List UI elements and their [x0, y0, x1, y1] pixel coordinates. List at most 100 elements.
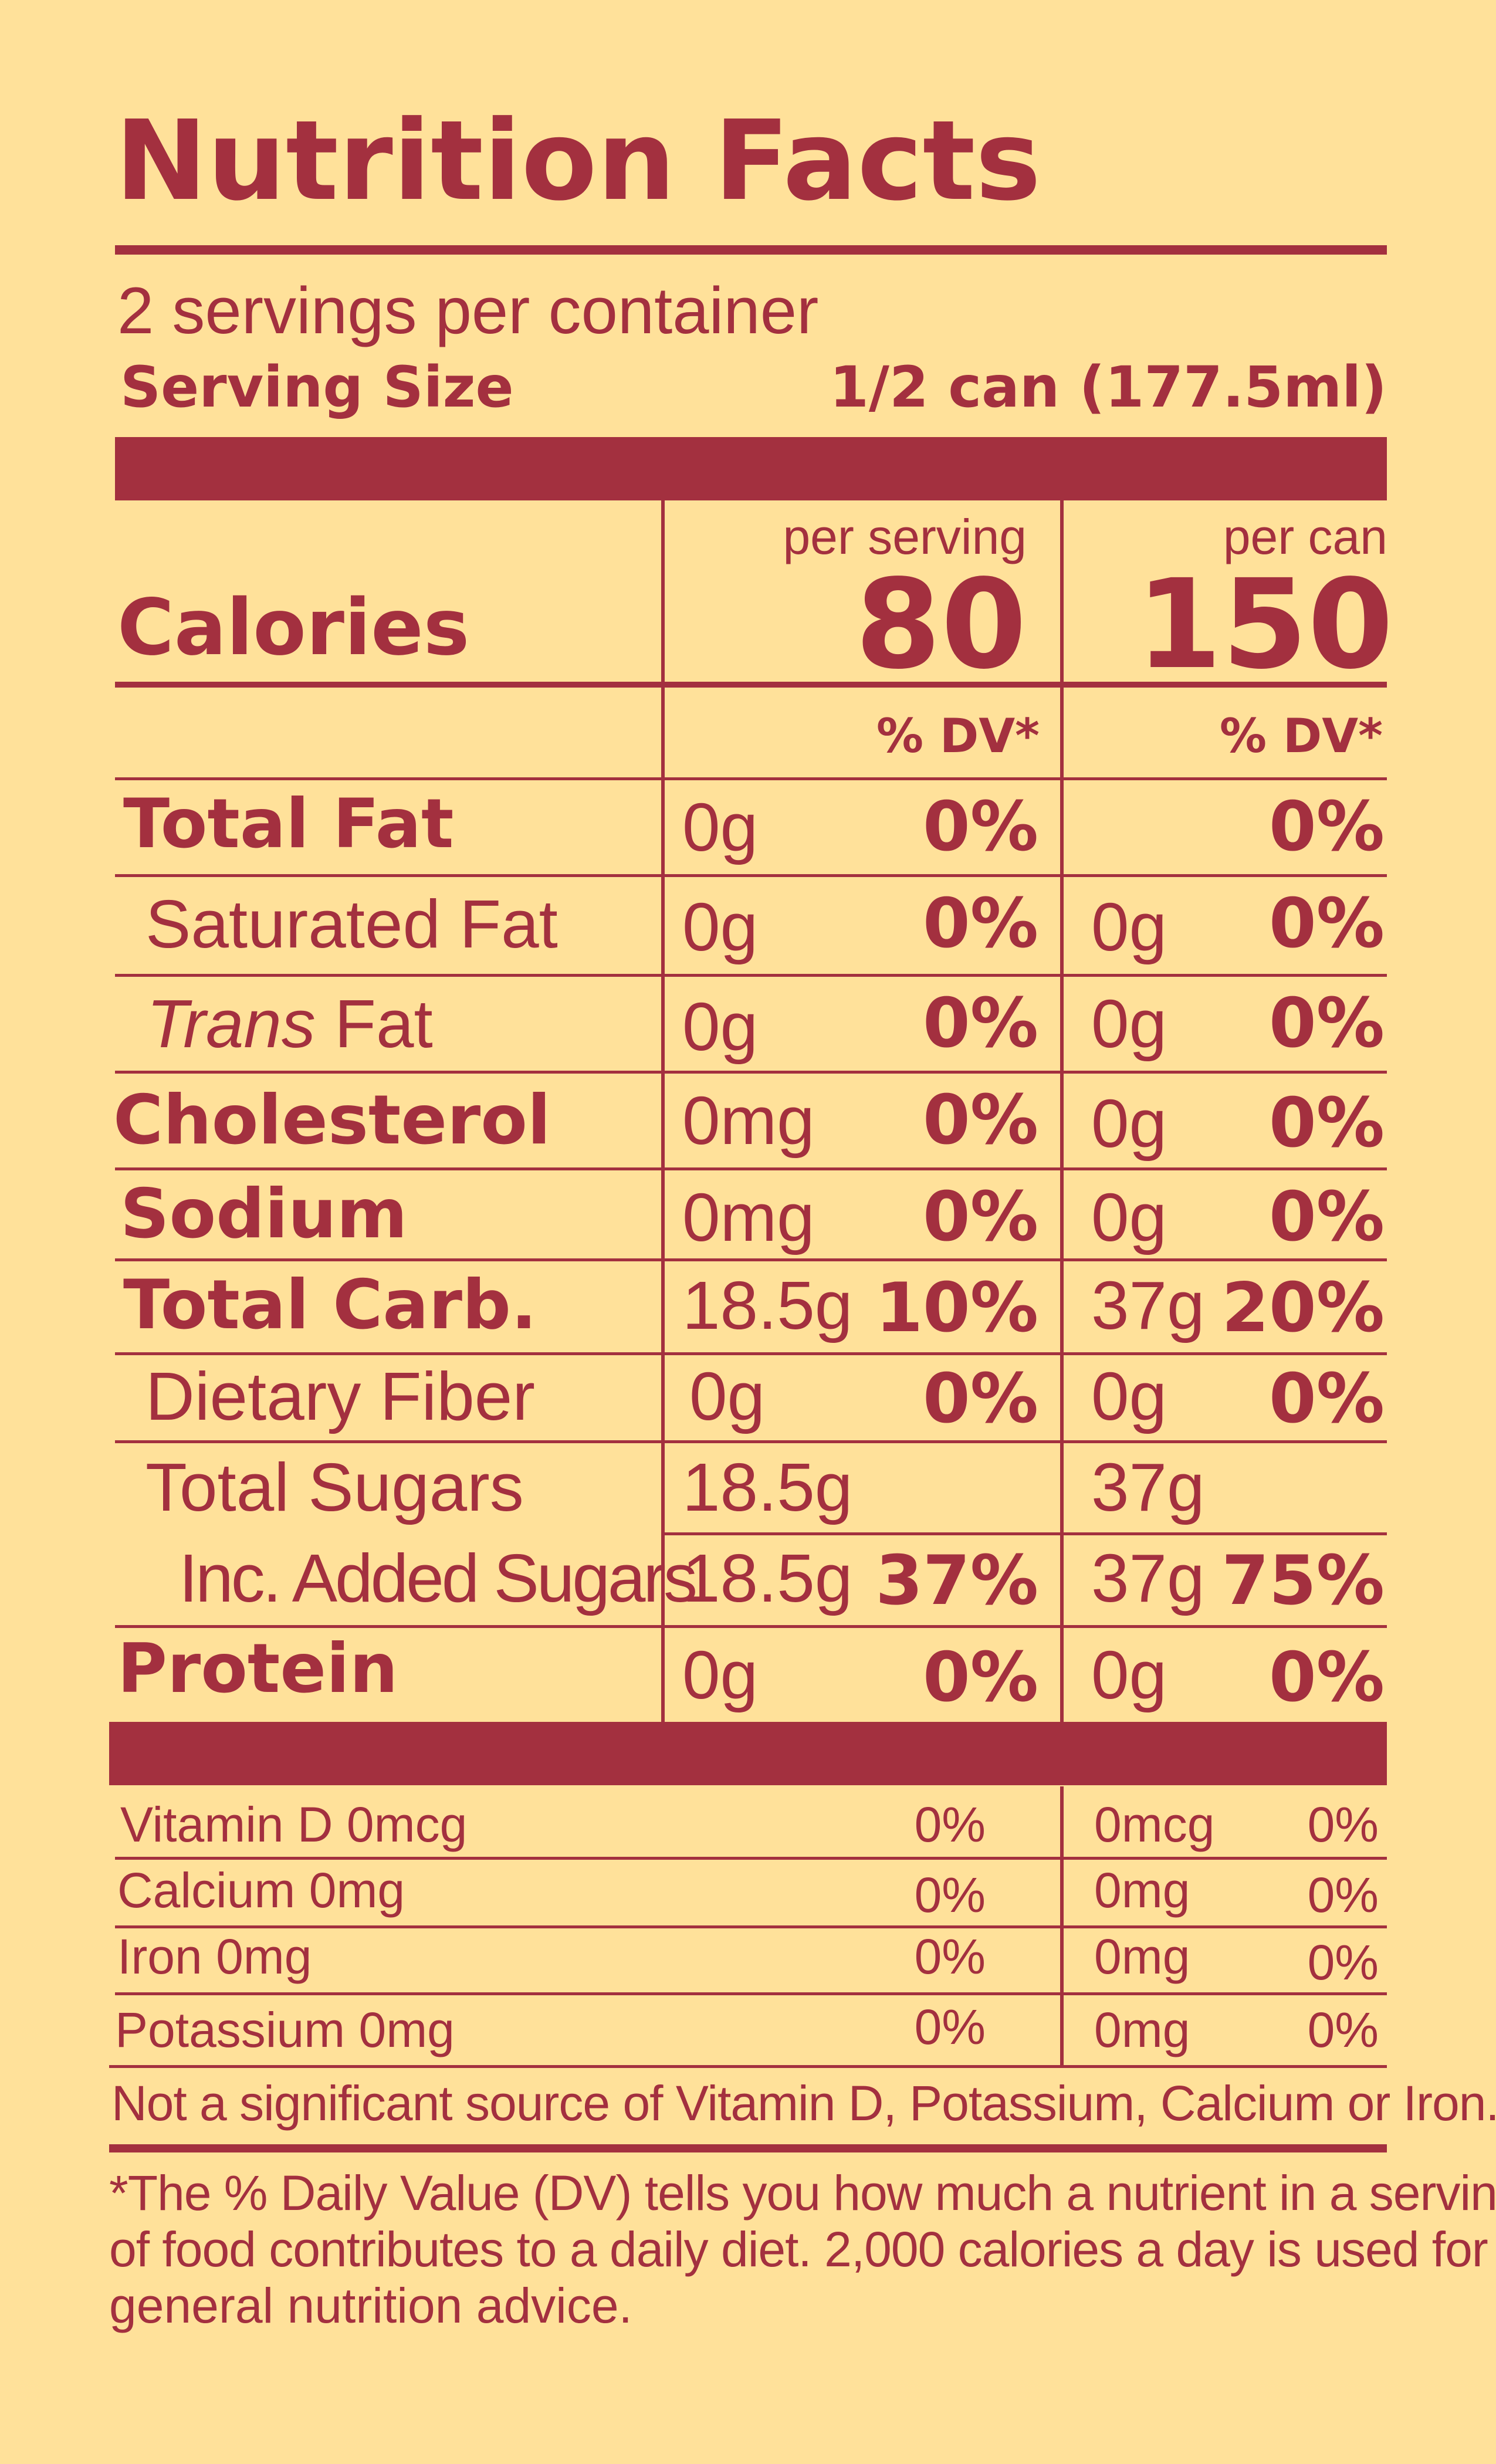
serving-size-label: Serving Size — [120, 354, 514, 420]
nutrient-label-added-sugars: Inc. Added Sugars — [179, 1540, 698, 1616]
nutrient-dv: 0% — [1269, 1177, 1385, 1257]
per-serving-header: per serving — [783, 509, 1027, 564]
serving-size-value: 1/2 can (177.5ml) — [830, 354, 1387, 420]
nutrient-label-cholesterol: Cholesterol — [113, 1081, 551, 1160]
nutrient-label-protein: Protein — [117, 1629, 398, 1708]
nutrient-amount: 0g — [682, 889, 759, 965]
footnote-divider — [109, 2144, 1387, 2152]
nutrient-amount: 18.5g — [682, 1267, 853, 1343]
nutrient-dv: 0% — [923, 1638, 1038, 1717]
nutrient-dv: 0% — [1269, 1359, 1385, 1439]
nutrient-amount: 18.5g — [682, 1449, 853, 1525]
nutrient-amount: 0g — [1091, 889, 1167, 965]
vitamin-amount: 0mcg — [1094, 1797, 1215, 1852]
nutrient-dv: 0% — [1269, 787, 1385, 867]
vitamin-divider — [115, 1857, 1387, 1860]
calories-divider — [115, 682, 1387, 688]
nutrient-dv: 0% — [923, 984, 1038, 1063]
nutrient-amount: 0g — [682, 989, 759, 1065]
column-divider-2 — [1060, 500, 1064, 1724]
nutrient-dv: 75% — [1221, 1541, 1385, 1620]
footnote-line: general nutrition advice. — [109, 2278, 632, 2333]
row-divider — [115, 874, 1387, 877]
vitamin-dv: 0% — [914, 1797, 986, 1852]
nutrient-label-sodium: Sodium — [120, 1175, 408, 1254]
nutrient-amount: 0g — [682, 789, 759, 865]
nutrient-amount: 0mg — [682, 1082, 815, 1159]
nutrient-dv: 0% — [1269, 984, 1385, 1063]
footnote-line: of food contributes to a daily diet. 2,0… — [109, 2222, 1488, 2277]
nutrient-label-trans-fat: Trans Fat — [147, 986, 433, 1062]
nutrient-amount: 18.5g — [682, 1540, 853, 1616]
row-divider — [115, 974, 1387, 977]
nutrient-dv: 0% — [923, 1359, 1038, 1439]
page-title: Nutrition Facts — [115, 97, 1041, 225]
vitamin-amount: 0mg — [1094, 1863, 1190, 1918]
vitamin-label: Calcium 0mg — [117, 1863, 405, 1918]
trans-fat-suffix: Fat — [315, 986, 433, 1062]
per-can-header: per can — [1223, 509, 1387, 564]
footnote-line: *The % Daily Value (DV) tells you how mu… — [109, 2165, 1496, 2221]
row-divider — [115, 1440, 1387, 1443]
thick-divider-top — [115, 437, 1387, 500]
nutrient-dv: 0% — [1269, 884, 1385, 963]
nutrient-amount: 0g — [1091, 986, 1167, 1062]
vitamin-divider — [109, 2065, 1387, 2068]
nutrient-label-saturated-fat: Saturated Fat — [145, 886, 558, 962]
nutrient-amount: 0g — [689, 1358, 766, 1434]
dv-divider — [115, 777, 1387, 780]
nutrient-amount: 0g — [1091, 1179, 1167, 1255]
nutrient-dv: 0% — [923, 884, 1038, 963]
vitamin-dv: 0% — [914, 1999, 986, 2055]
vitamin-dv: 0% — [1307, 1867, 1379, 1923]
nutrient-dv: 0% — [1269, 1084, 1385, 1163]
calories-per-can: 150 — [1136, 553, 1393, 696]
dv-header-col2: % DV* — [1219, 709, 1383, 763]
nutrient-amount: 37g — [1091, 1540, 1205, 1616]
column-divider-1 — [661, 500, 665, 1724]
servings-per-container: 2 servings per container — [117, 274, 819, 347]
vitamin-label: Vitamin D 0mcg — [120, 1797, 468, 1852]
nutrient-amount: 0g — [1091, 1637, 1167, 1713]
thick-divider-bottom — [109, 1722, 1387, 1785]
vitamin-divider — [115, 1925, 1387, 1928]
vitamin-dv: 0% — [1307, 1935, 1379, 1990]
calories-label: Calories — [117, 583, 470, 673]
nutrient-amount: 37g — [1091, 1449, 1205, 1525]
nutrient-dv: 20% — [1221, 1268, 1385, 1348]
nutrient-label-total-sugars: Total Sugars — [145, 1449, 524, 1525]
nutrient-amount: 0g — [1091, 1085, 1167, 1162]
calories-per-serving: 80 — [855, 553, 1027, 696]
row-divider — [115, 1352, 1387, 1355]
nutrient-dv: 0% — [923, 1081, 1038, 1160]
row-divider — [115, 1258, 1387, 1261]
vitamin-dv: 0% — [1307, 1797, 1379, 1852]
row-divider — [661, 1532, 1387, 1535]
row-divider — [115, 1167, 1387, 1170]
vitamin-dv: 0% — [914, 1929, 986, 1984]
row-divider — [115, 1625, 1387, 1628]
not-significant-note: Not a significant source of Vitamin D, P… — [111, 2076, 1496, 2131]
nutrient-label-dietary-fiber: Dietary Fiber — [145, 1358, 535, 1434]
nutrient-dv: 0% — [923, 1177, 1038, 1257]
vitamin-label: Iron 0mg — [117, 1929, 312, 1984]
nutrient-dv: 0% — [1269, 1638, 1385, 1717]
vitamin-dv: 0% — [914, 1867, 986, 1923]
nutrient-dv: 0% — [923, 787, 1038, 867]
nutrient-dv: 37% — [875, 1541, 1038, 1620]
vitamin-dv: 0% — [1307, 2002, 1379, 2057]
nutrient-amount: 0g — [682, 1637, 759, 1713]
trans-italic: Trans — [147, 986, 316, 1062]
vitamin-amount: 0mg — [1094, 2002, 1190, 2057]
row-divider — [115, 1071, 1387, 1074]
vitamin-label: Potassium 0mg — [115, 2002, 455, 2057]
nutrient-label-total-carb: Total Carb. — [123, 1265, 537, 1345]
vitamin-divider — [115, 1992, 1387, 1995]
vitamin-amount: 0mg — [1094, 1929, 1190, 1984]
nutrient-dv: 10% — [875, 1268, 1038, 1348]
title-divider — [115, 245, 1387, 255]
nutrient-amount: 37g — [1091, 1267, 1205, 1343]
nutrient-amount: 0g — [1091, 1358, 1167, 1434]
nutrient-label-total-fat: Total Fat — [123, 784, 454, 864]
dv-header-col1: % DV* — [876, 709, 1040, 763]
